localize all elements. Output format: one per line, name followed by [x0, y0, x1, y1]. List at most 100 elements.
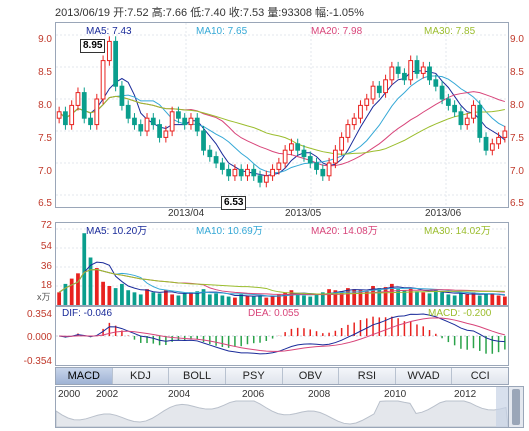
volume-bar — [484, 294, 488, 305]
candle — [395, 66, 401, 74]
candle — [163, 130, 169, 138]
tab-kdj[interactable]: KDJ — [113, 368, 170, 384]
candle — [75, 92, 81, 106]
date-label: 2013/06 — [425, 208, 462, 219]
tab-rsi[interactable]: RSI — [339, 368, 396, 384]
low-annotation: 6.53 — [221, 196, 247, 210]
volume-bar — [270, 296, 275, 305]
candle — [188, 117, 194, 126]
volume-bar — [502, 296, 507, 305]
overview-scrollbar[interactable] — [508, 386, 524, 428]
candle — [63, 111, 68, 126]
volume-bar — [82, 233, 87, 305]
date-label: 2013/05 — [285, 208, 322, 219]
volume-bar — [490, 293, 495, 305]
price-ytick: 8.5 — [38, 67, 52, 78]
candle — [289, 143, 294, 151]
volume-bar — [389, 283, 394, 305]
volume-bar — [163, 290, 168, 305]
volume-bar — [251, 296, 256, 305]
volume-bar — [396, 289, 401, 305]
price-chart — [56, 23, 508, 207]
dea-legend: DEA: 0.055 — [248, 308, 300, 319]
volume-value: 93308 — [281, 7, 312, 19]
volume-bar — [151, 292, 156, 305]
candle — [56, 111, 62, 119]
volume-bar — [308, 296, 313, 305]
volume-bar — [170, 294, 175, 305]
volume-bar — [226, 296, 231, 305]
year-label: 2004 — [168, 389, 191, 400]
candle — [245, 168, 250, 177]
candle — [351, 117, 357, 126]
candle — [307, 156, 313, 164]
candle — [257, 175, 263, 183]
candle — [276, 162, 282, 170]
candle — [157, 124, 162, 138]
ma30-line — [58, 95, 505, 155]
candle — [452, 104, 458, 113]
volume-bar — [358, 290, 363, 305]
high-value: 7.66 — [165, 7, 188, 19]
candle — [207, 149, 213, 158]
volume-bar — [465, 294, 470, 305]
volume-bar — [471, 292, 476, 305]
price-chart-panel[interactable]: MA5: 7.43 MA10: 7.65 MA20: 7.98 MA30: 7.… — [55, 22, 509, 210]
candle — [263, 175, 269, 183]
candle — [471, 104, 476, 119]
tab-boll[interactable]: BOLL — [169, 368, 226, 384]
volume-ytick: 36 — [40, 261, 52, 272]
macd-chart-panel[interactable]: DIF: -0.046 DEA: 0.055 MACD: -0.200 — [55, 306, 509, 366]
vol-ma30-legend: MA30: 14.02万 — [424, 226, 491, 237]
candle — [402, 72, 407, 81]
candle — [270, 168, 275, 177]
volume-bar — [427, 293, 432, 305]
candle — [383, 79, 388, 94]
price-ytick: 7.0 — [38, 166, 52, 177]
candle — [389, 66, 395, 81]
volume-bar — [189, 292, 193, 305]
volume-bar — [364, 291, 369, 305]
volume-bar — [201, 289, 206, 305]
ma30-legend: MA30: 7.85 — [424, 26, 476, 37]
volume-bar — [120, 283, 124, 305]
candle — [232, 168, 238, 177]
ma20-line — [58, 91, 506, 167]
price-ytick-right: 8.0 — [510, 100, 524, 111]
tab-macd[interactable]: MACD — [56, 368, 113, 384]
tab-wvad[interactable]: WVAD — [396, 368, 453, 384]
range-selection — [496, 387, 508, 427]
candle — [132, 117, 137, 126]
volume-bar — [258, 295, 262, 305]
volume-bar — [446, 294, 451, 305]
volume-bar — [220, 295, 225, 305]
volume-bar — [264, 297, 269, 305]
date-label: 2013/04 — [168, 208, 205, 219]
candle — [194, 117, 200, 132]
candle — [100, 60, 106, 100]
volume-chart-panel[interactable]: MA5: 10.20万 MA10: 10.69万 MA20: 14.08万 MA… — [55, 222, 509, 306]
volume-bar — [415, 291, 419, 305]
volume-bar — [138, 294, 143, 305]
ma10-legend: MA10: 7.65 — [196, 26, 248, 37]
scroll-thumb[interactable] — [512, 389, 520, 425]
price-ytick-right: 8.5 — [510, 67, 524, 78]
candle — [201, 130, 206, 151]
tab-psy[interactable]: PSY — [226, 368, 283, 384]
candle — [81, 92, 87, 119]
volume-ytick: 54 — [40, 241, 52, 252]
candle — [144, 117, 150, 132]
candle — [439, 85, 445, 100]
candle — [301, 149, 307, 158]
candle — [282, 149, 288, 164]
volume-bar — [195, 291, 200, 305]
vol-ma20-legend: MA20: 14.08万 — [311, 226, 378, 237]
tab-obv[interactable]: OBV — [283, 368, 340, 384]
volume-bar — [452, 295, 457, 305]
tab-cci[interactable]: CCI — [470, 370, 490, 382]
volume-bar — [433, 290, 438, 305]
indicator-tabs: MACD KDJ BOLL PSY OBV RSI WVAD CCI — [55, 367, 509, 385]
volume-bar — [408, 288, 413, 305]
volume-bar — [113, 288, 118, 305]
range-overview[interactable]: 2000 2002 2004 2006 2008 2010 2012 — [55, 386, 509, 428]
